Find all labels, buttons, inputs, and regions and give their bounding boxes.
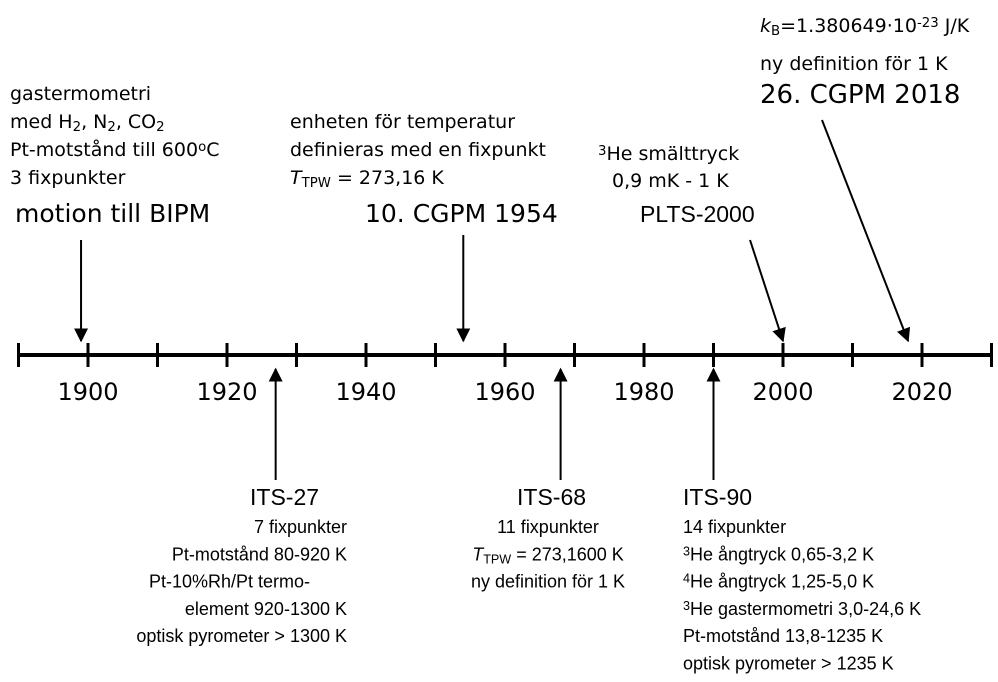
text-segment: He smälttryck — [606, 143, 739, 165]
text-segment: 0,9 mK - 1 K — [612, 170, 729, 192]
text-segment: =1.380649 — [780, 15, 887, 37]
event-arrow — [821, 119, 911, 343]
event-text: optisk pyrometer > 1235 K — [683, 654, 894, 674]
text-segment: med H — [10, 111, 73, 133]
text-segment: TPW — [483, 553, 511, 567]
text-segment: 3 — [683, 544, 690, 558]
text-segment: = 273,16 K — [331, 167, 445, 189]
event-text: 4He ångtryck 1,25-5,0 K — [683, 571, 874, 591]
text-segment: · — [887, 15, 893, 37]
event-text: gastermometri — [10, 83, 151, 105]
text-segment: definieras med en fixpunkt — [290, 139, 546, 161]
event-text: optisk pyrometer > 1300 K — [136, 626, 347, 646]
text-segment: optisk pyrometer > 1300 K — [136, 626, 347, 646]
event-text: Pt-motstånd 13,8-1235 K — [683, 626, 883, 646]
text-segment: Pt-motstånd till 600 — [10, 138, 198, 161]
text-segment: He ångtryck 0,65-3,2 K — [690, 544, 874, 564]
text-segment: -23 — [917, 16, 939, 31]
event-text: 14 fixpunkter — [683, 517, 786, 537]
event-text: ny definition för 1 K — [760, 53, 948, 75]
event-text: 3He ångtryck 0,65-3,2 K — [683, 544, 874, 564]
event-arrow — [749, 239, 786, 343]
text-segment: T — [290, 167, 303, 189]
event-text: 7 fixpunkter — [254, 517, 347, 537]
year-label: 1920 — [196, 378, 257, 406]
text-segment: optisk pyrometer > 1235 K — [683, 654, 894, 674]
text-segment: , CO — [116, 111, 156, 133]
event-title: 10. CGPM 1954 — [365, 199, 558, 228]
event-title: 26. CGPM 2018 — [760, 80, 960, 110]
event-text: enheten för temperatur — [290, 111, 515, 133]
event-text: TTPW = 273,1600 K — [472, 544, 624, 566]
text-segment: 2 — [73, 120, 81, 135]
year-label: 1960 — [474, 378, 535, 406]
event-text: 3He smälttryck — [598, 143, 739, 165]
event-title: ITS-90 — [683, 484, 752, 510]
event-text: Pt-10%Rh/Pt termo- — [149, 572, 310, 592]
text-segment: o — [198, 140, 206, 155]
text-segment: He ångtryck 1,25-5,0 K — [690, 572, 874, 592]
event-text: 0,9 mK - 1 K — [612, 170, 729, 192]
event-title: PLTS-2000 — [640, 201, 755, 227]
text-segment: , N — [81, 111, 107, 133]
year-label: 2000 — [752, 378, 813, 406]
text-segment: 2 — [156, 120, 164, 135]
year-label: 2020 — [891, 378, 952, 406]
event-text: med H2, N2, CO2 — [10, 111, 165, 135]
text-segment: Pt-10%Rh/Pt termo- — [149, 572, 310, 592]
event-title: ITS-68 — [517, 484, 586, 510]
text-segment: He gastermometri 3,0-24,6 K — [690, 599, 921, 619]
text-segment: TPW — [301, 176, 331, 191]
event-text: 11 fixpunkter — [497, 517, 599, 537]
event-text: ny definition för 1 K — [471, 572, 625, 592]
text-segment: 14 fixpunkter — [683, 517, 786, 537]
year-label: 1940 — [335, 378, 396, 406]
event-text: definieras med en fixpunkt — [290, 139, 546, 161]
year-label: 1980 — [613, 378, 674, 406]
text-segment: B — [771, 24, 780, 39]
text-segment: element 920-1300 K — [185, 599, 347, 619]
text-segment: 3 — [683, 599, 690, 613]
text-segment: k — [760, 15, 772, 37]
text-segment: = 273,1600 K — [511, 544, 624, 564]
event-title: ITS-27 — [250, 484, 319, 510]
text-segment: J/K — [939, 15, 970, 37]
event-text: TTPW = 273,16 K — [290, 167, 444, 191]
text-segment: 3 fixpunkter — [10, 167, 126, 189]
event-text: Pt-motstånd 80-920 K — [172, 544, 347, 564]
text-segment: ny definition för 1 K — [760, 53, 948, 75]
text-segment: 11 fixpunkter — [497, 517, 599, 537]
text-segment: T — [472, 544, 485, 564]
text-segment: ny definition för 1 K — [471, 572, 625, 592]
text-segment: 2 — [107, 120, 115, 135]
event-text: 3 fixpunkter — [10, 167, 126, 189]
event-text: Pt-motstånd till 600oC — [10, 138, 220, 161]
text-segment: Pt-motstånd 80-920 K — [172, 544, 347, 564]
text-segment: 7 fixpunkter — [254, 517, 347, 537]
text-segment: 3 — [598, 144, 606, 159]
event-text: 3He gastermometri 3,0-24,6 K — [683, 599, 921, 619]
text-segment: 4 — [683, 571, 690, 585]
text-segment: gastermometri — [10, 83, 151, 105]
event-title: motion till BIPM — [15, 199, 210, 228]
year-label: 1900 — [57, 378, 118, 406]
text-segment: Pt-motstånd 13,8-1235 K — [683, 626, 883, 646]
text-segment: 10 — [893, 15, 917, 37]
event-text: element 920-1300 K — [185, 599, 347, 619]
text-segment: C — [206, 139, 219, 161]
event-text: kB=1.380649·10-23 J/K — [760, 15, 970, 39]
text-segment: enheten för temperatur — [290, 111, 515, 133]
